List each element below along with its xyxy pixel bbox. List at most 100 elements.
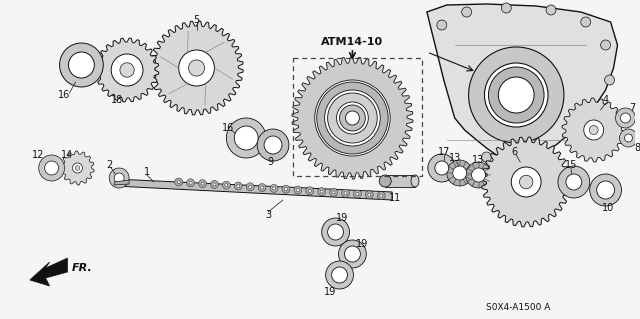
Circle shape <box>488 67 544 123</box>
Text: 2: 2 <box>106 160 113 170</box>
Circle shape <box>616 108 636 128</box>
Ellipse shape <box>380 175 391 187</box>
Circle shape <box>435 161 449 175</box>
Polygon shape <box>427 4 618 162</box>
Circle shape <box>201 182 204 185</box>
Circle shape <box>177 181 180 183</box>
Circle shape <box>246 183 254 191</box>
Circle shape <box>320 190 323 193</box>
Circle shape <box>566 174 582 190</box>
Circle shape <box>511 157 521 167</box>
Circle shape <box>377 192 385 200</box>
Circle shape <box>501 3 511 13</box>
Circle shape <box>273 187 275 190</box>
Circle shape <box>234 126 258 150</box>
Polygon shape <box>95 38 159 102</box>
Circle shape <box>270 184 278 192</box>
Circle shape <box>589 174 621 206</box>
Circle shape <box>344 246 360 262</box>
Text: 19: 19 <box>356 239 369 249</box>
Circle shape <box>605 75 614 85</box>
Circle shape <box>109 168 129 188</box>
Circle shape <box>428 154 456 182</box>
Circle shape <box>306 187 314 195</box>
Polygon shape <box>114 180 129 185</box>
Circle shape <box>227 118 266 158</box>
Circle shape <box>600 40 611 50</box>
Circle shape <box>499 77 534 113</box>
Circle shape <box>335 101 369 135</box>
Polygon shape <box>562 98 625 162</box>
Text: 13: 13 <box>449 153 461 163</box>
Circle shape <box>580 17 591 27</box>
Circle shape <box>175 178 182 186</box>
Circle shape <box>296 189 300 191</box>
Circle shape <box>60 43 103 87</box>
Circle shape <box>322 218 349 246</box>
Circle shape <box>620 129 637 147</box>
Circle shape <box>589 125 598 135</box>
Circle shape <box>353 190 362 198</box>
Ellipse shape <box>411 175 419 187</box>
Circle shape <box>211 181 218 189</box>
Circle shape <box>179 50 214 86</box>
Text: 8: 8 <box>634 143 640 153</box>
Polygon shape <box>481 137 571 227</box>
Circle shape <box>317 82 388 154</box>
Bar <box>293 58 422 176</box>
Circle shape <box>558 166 589 198</box>
Text: 19: 19 <box>323 287 336 297</box>
Circle shape <box>213 183 216 186</box>
Circle shape <box>72 163 83 173</box>
Polygon shape <box>292 57 413 179</box>
Text: 9: 9 <box>267 157 273 167</box>
Circle shape <box>234 182 243 190</box>
Circle shape <box>257 129 289 161</box>
Text: 16: 16 <box>58 90 70 100</box>
Circle shape <box>189 181 192 184</box>
Text: 13: 13 <box>472 155 484 165</box>
Circle shape <box>546 5 556 15</box>
Circle shape <box>365 191 373 199</box>
Circle shape <box>368 193 371 196</box>
Circle shape <box>576 143 586 153</box>
Text: 11: 11 <box>389 193 401 203</box>
Circle shape <box>114 173 124 183</box>
Circle shape <box>466 162 492 188</box>
Circle shape <box>346 111 360 125</box>
Circle shape <box>264 136 282 154</box>
Circle shape <box>68 52 94 78</box>
Circle shape <box>294 186 302 194</box>
Circle shape <box>38 155 65 181</box>
Circle shape <box>332 191 335 194</box>
Circle shape <box>332 267 348 283</box>
Text: 18: 18 <box>111 95 124 105</box>
Circle shape <box>324 90 380 146</box>
Text: 17: 17 <box>438 147 450 157</box>
Circle shape <box>76 166 79 170</box>
Circle shape <box>258 184 266 192</box>
Circle shape <box>339 240 366 268</box>
Circle shape <box>596 181 614 199</box>
Circle shape <box>481 152 492 162</box>
Circle shape <box>342 189 349 197</box>
Circle shape <box>315 80 390 156</box>
Text: 7: 7 <box>629 103 636 113</box>
Circle shape <box>344 192 347 195</box>
Text: 14: 14 <box>61 150 74 160</box>
Circle shape <box>461 7 472 17</box>
Circle shape <box>328 224 344 240</box>
Circle shape <box>189 60 205 76</box>
Text: 6: 6 <box>511 147 517 157</box>
Circle shape <box>546 153 556 163</box>
Circle shape <box>326 261 353 289</box>
Text: FR.: FR. <box>72 263 92 273</box>
Circle shape <box>260 186 264 189</box>
Text: 5: 5 <box>193 15 200 25</box>
Circle shape <box>340 105 365 131</box>
Text: 15: 15 <box>564 160 577 170</box>
Circle shape <box>328 93 377 143</box>
Circle shape <box>452 166 467 180</box>
Polygon shape <box>114 179 392 200</box>
Text: 10: 10 <box>602 203 614 213</box>
